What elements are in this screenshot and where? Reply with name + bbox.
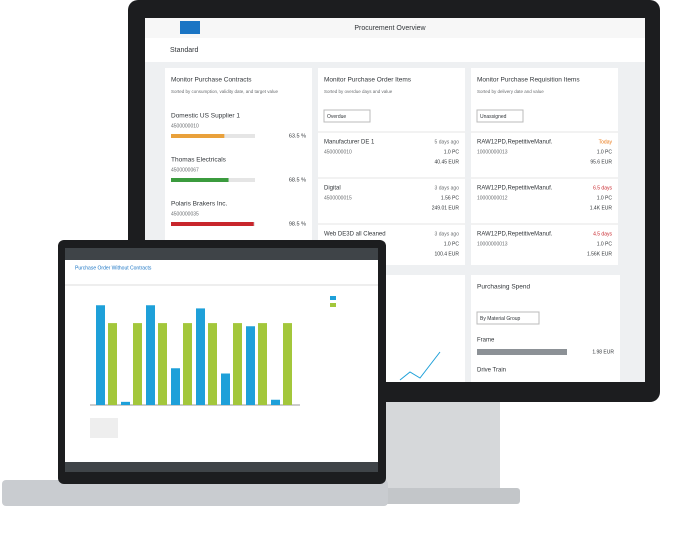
bar <box>258 323 267 405</box>
bar <box>283 323 292 405</box>
item-name: Thomas Electricals <box>171 157 227 164</box>
item-amount: 40.45 EUR <box>435 159 460 165</box>
item-amount: 1.56K EUR <box>587 251 612 257</box>
item-qty: 1.0 PC <box>597 195 613 201</box>
card-title: Monitor Purchase Requisition Items <box>477 77 580 84</box>
legend-swatch <box>330 303 336 307</box>
spend-name: Drive Train <box>477 368 506 374</box>
dropdown <box>476 109 524 123</box>
item-amount: 249.01 EUR <box>432 205 460 211</box>
bar <box>233 323 242 405</box>
item-qty: 1.0 PC <box>444 149 460 155</box>
item-id: 4500000015 <box>324 195 352 201</box>
spend-name: Frame <box>477 338 495 344</box>
spend-bar <box>477 349 567 355</box>
card <box>471 275 620 382</box>
percent-label: 63.5 % <box>289 133 306 139</box>
card-subtitle: Sorted by consumption, validity date, an… <box>171 89 279 94</box>
item-age: Today <box>599 139 613 145</box>
dropdown-value[interactable]: Unassigned <box>480 114 507 120</box>
card-title: Purchasing Spend <box>477 284 531 291</box>
item-name: RAW12PD,RepetitiveManuf. <box>477 140 553 146</box>
dropdown-value[interactable]: Overdue <box>327 114 346 120</box>
bar <box>146 305 155 405</box>
percent-label: 98.5 % <box>289 221 306 227</box>
item-name: Digital <box>324 186 341 192</box>
item-name: Manufacturer DE 1 <box>324 140 375 146</box>
trend-line <box>399 351 441 381</box>
spend-amount: 1.98 EUR <box>592 349 614 355</box>
item-age: 4.5 days <box>593 231 612 237</box>
dropdown <box>323 109 371 123</box>
legend-swatch <box>330 296 336 300</box>
laptop-shell <box>65 248 378 260</box>
laptop-title: Purchase Order Without Contracts <box>75 265 152 271</box>
item-name: Polaris Brakers Inc. <box>171 201 228 208</box>
item-name: RAW12PD,RepetitiveManuf. <box>477 232 553 238</box>
item-qty: 1.0 PC <box>444 241 460 247</box>
bar <box>246 326 255 405</box>
item-age: 3 days ago <box>435 185 460 191</box>
dropdown <box>476 311 540 325</box>
item-id: 4500000010 <box>324 149 352 155</box>
bar <box>171 368 180 405</box>
item-id: 10000000013 <box>477 241 508 247</box>
app-title: Procurement Overview <box>354 25 426 32</box>
card <box>318 68 465 265</box>
progress-bar <box>171 178 229 182</box>
axis-label-box <box>90 418 118 438</box>
item-amount: 95.6 EUR <box>590 159 612 165</box>
dropdown-value[interactable]: By Material Group <box>480 316 521 322</box>
card-title: Monitor Purchase Order Items <box>324 77 412 84</box>
item-qty: 1.56 PC <box>441 195 459 201</box>
bar <box>108 323 117 405</box>
item-age: 5 days ago <box>435 139 460 145</box>
item-id: 4500000067 <box>171 167 199 173</box>
item-name: Domestic US Supplier 1 <box>171 113 240 120</box>
filter-bar <box>145 38 645 62</box>
card-title: Monitor Purchase Contracts <box>171 77 252 84</box>
item-id: 4500000010 <box>171 123 199 129</box>
progress-bar <box>171 134 225 138</box>
bar <box>133 323 142 405</box>
card-subtitle: Sorted by overdue days and value <box>324 89 393 94</box>
bar <box>221 373 230 405</box>
item-age: 3 days ago <box>435 231 460 237</box>
logo <box>180 21 200 34</box>
variant[interactable]: Standard <box>170 47 199 54</box>
card <box>165 68 312 265</box>
item-age: 6.5 days <box>593 185 612 191</box>
item-qty: 1.0 PC <box>597 241 613 247</box>
card-subtitle: Sorted by delivery date and value <box>477 89 544 94</box>
shell-bar <box>145 18 645 38</box>
item-id: 10000000013 <box>477 149 508 155</box>
bar <box>158 323 167 405</box>
item-amount: 1.4K EUR <box>590 205 613 211</box>
bar <box>183 323 192 405</box>
bar <box>271 399 280 405</box>
bar <box>121 401 130 405</box>
bar <box>96 305 105 405</box>
item-id: 10000000012 <box>477 195 508 201</box>
laptop-base <box>2 480 388 506</box>
bar <box>196 308 205 405</box>
item-qty: 1.0 PC <box>597 149 613 155</box>
progress-bar <box>171 222 254 226</box>
bar <box>208 323 217 405</box>
laptop-taskbar <box>65 462 378 472</box>
laptop-chart <box>96 305 292 405</box>
item-amount: 100.4 EUR <box>435 251 460 257</box>
item-name: Web DE3D all Cleaned <box>324 232 386 238</box>
item-name: RAW12PD,RepetitiveManuf. <box>477 186 553 192</box>
card <box>471 68 618 265</box>
item-id: 4500000035 <box>171 211 199 217</box>
percent-label: 68.5 % <box>289 177 306 183</box>
